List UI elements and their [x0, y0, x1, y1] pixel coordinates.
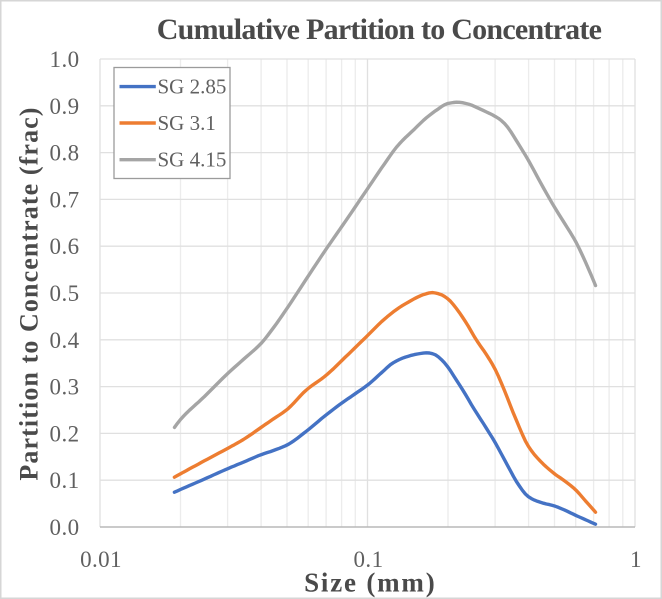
svg-text:0.3: 0.3 — [50, 375, 80, 400]
svg-text:Cumulative Partition to Concen: Cumulative Partition to Concentrate — [157, 13, 602, 46]
svg-text:0.1: 0.1 — [354, 547, 384, 572]
svg-text:SG 4.15: SG 4.15 — [158, 148, 227, 172]
svg-text:0.8: 0.8 — [50, 141, 80, 166]
svg-text:0.9: 0.9 — [50, 94, 80, 119]
svg-text:0.2: 0.2 — [50, 421, 80, 446]
svg-text:1: 1 — [630, 547, 642, 572]
svg-text:SG 2.85: SG 2.85 — [158, 75, 227, 99]
svg-text:Partition to Concentrate (frac: Partition to Concentrate (frac) — [14, 106, 43, 480]
svg-text:0.7: 0.7 — [50, 187, 80, 212]
svg-text:0.1: 0.1 — [50, 468, 80, 493]
svg-text:0.6: 0.6 — [50, 234, 80, 259]
svg-text:0.5: 0.5 — [50, 281, 80, 306]
svg-text:0.01: 0.01 — [80, 547, 122, 572]
svg-text:1.0: 1.0 — [50, 47, 80, 72]
svg-text:SG 3.1: SG 3.1 — [158, 111, 216, 135]
svg-text:Size (mm): Size (mm) — [304, 567, 436, 597]
svg-text:0.0: 0.0 — [50, 515, 80, 540]
svg-text:0.4: 0.4 — [50, 328, 80, 353]
